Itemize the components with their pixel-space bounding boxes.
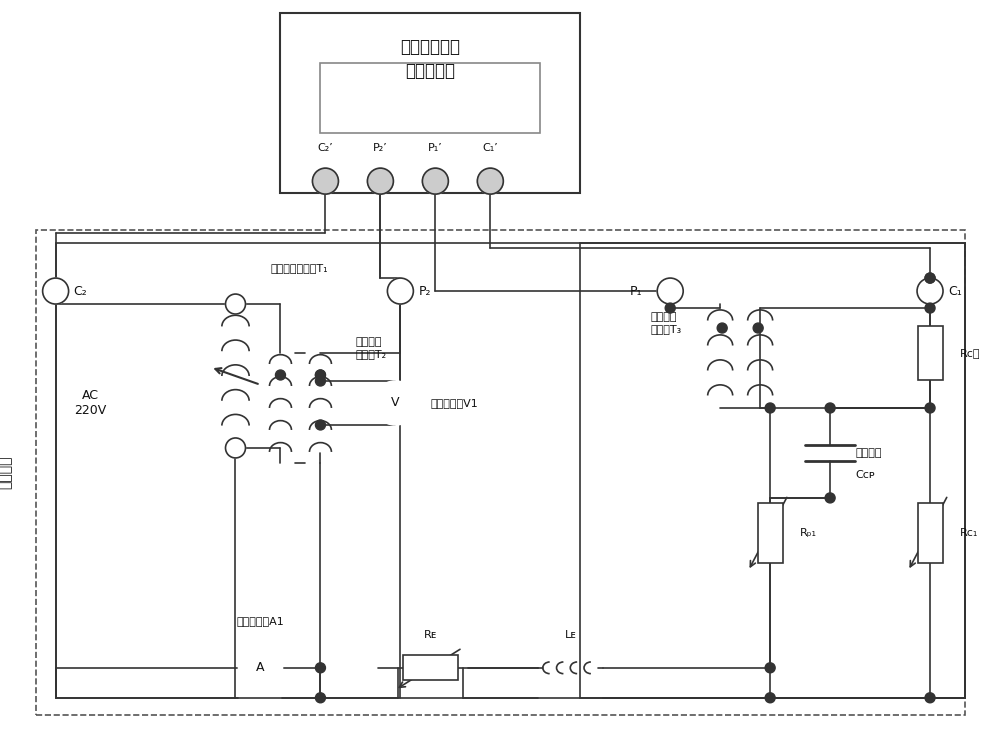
Text: 耦合电容: 耦合电容 bbox=[855, 448, 882, 458]
Circle shape bbox=[717, 323, 727, 333]
Circle shape bbox=[226, 438, 245, 458]
Text: P₂: P₂ bbox=[418, 285, 431, 297]
Circle shape bbox=[925, 273, 935, 283]
Bar bbox=[918, 503, 943, 563]
Circle shape bbox=[226, 294, 245, 314]
Circle shape bbox=[925, 273, 935, 283]
Circle shape bbox=[312, 168, 338, 194]
Circle shape bbox=[43, 278, 69, 304]
Circle shape bbox=[422, 168, 448, 194]
Circle shape bbox=[825, 493, 835, 503]
Circle shape bbox=[925, 303, 935, 313]
Text: A: A bbox=[256, 661, 265, 674]
Text: 第二隔离
变压器T₃: 第二隔离 变压器T₃ bbox=[650, 312, 681, 334]
Text: 校验装置: 校验装置 bbox=[0, 456, 13, 489]
Circle shape bbox=[315, 693, 325, 703]
Text: C₂: C₂ bbox=[74, 285, 87, 297]
Text: P₂’: P₂’ bbox=[373, 143, 388, 153]
Text: Cᴄᴘ: Cᴄᴘ bbox=[855, 470, 875, 480]
Circle shape bbox=[765, 663, 775, 673]
Circle shape bbox=[917, 278, 943, 304]
Bar bbox=[580, 243, 965, 698]
Text: C₂’: C₂’ bbox=[318, 143, 333, 153]
Bar bbox=[918, 325, 943, 380]
Circle shape bbox=[238, 646, 282, 690]
Text: P₁’: P₁’ bbox=[428, 143, 443, 153]
Circle shape bbox=[825, 403, 835, 413]
Circle shape bbox=[387, 278, 413, 304]
Circle shape bbox=[373, 381, 417, 425]
Text: 大型地网接地
电阻测试仪: 大型地网接地 电阻测试仪 bbox=[400, 38, 460, 80]
Circle shape bbox=[765, 403, 775, 413]
Circle shape bbox=[275, 370, 285, 380]
Circle shape bbox=[315, 376, 325, 386]
Circle shape bbox=[765, 693, 775, 703]
Text: 第一隔离
变压器T₂: 第一隔离 变压器T₂ bbox=[355, 337, 387, 359]
Bar bbox=[280, 14, 580, 193]
Bar bbox=[758, 503, 783, 563]
Text: Rᴄ₁: Rᴄ₁ bbox=[960, 528, 978, 538]
Circle shape bbox=[925, 693, 935, 703]
Text: AC
220V: AC 220V bbox=[74, 389, 107, 417]
Circle shape bbox=[925, 403, 935, 413]
Circle shape bbox=[315, 370, 325, 380]
Text: C₁’: C₁’ bbox=[482, 143, 498, 153]
Bar bbox=[320, 63, 540, 133]
Circle shape bbox=[477, 168, 503, 194]
Text: 单相自耦调压器T₁: 单相自耦调压器T₁ bbox=[270, 263, 328, 273]
Circle shape bbox=[665, 303, 675, 313]
Text: Lᴇ: Lᴇ bbox=[564, 630, 576, 640]
Bar bbox=[36, 230, 965, 715]
Text: Rᴇ: Rᴇ bbox=[424, 630, 437, 640]
Bar bbox=[56, 243, 965, 698]
Circle shape bbox=[367, 168, 393, 194]
Text: C₁: C₁ bbox=[948, 285, 962, 297]
Text: V: V bbox=[391, 397, 400, 410]
Circle shape bbox=[753, 323, 763, 333]
Text: P₁: P₁ bbox=[630, 285, 642, 297]
Text: 交流电压表V1: 交流电压表V1 bbox=[430, 398, 478, 408]
Text: Rᴄ线: Rᴄ线 bbox=[960, 348, 981, 358]
Circle shape bbox=[315, 663, 325, 673]
Text: Rₚ₁: Rₚ₁ bbox=[800, 528, 817, 538]
Circle shape bbox=[315, 420, 325, 430]
Circle shape bbox=[315, 370, 325, 380]
Bar bbox=[403, 655, 458, 680]
Text: 交流电流表A1: 交流电流表A1 bbox=[237, 616, 284, 626]
Circle shape bbox=[657, 278, 683, 304]
